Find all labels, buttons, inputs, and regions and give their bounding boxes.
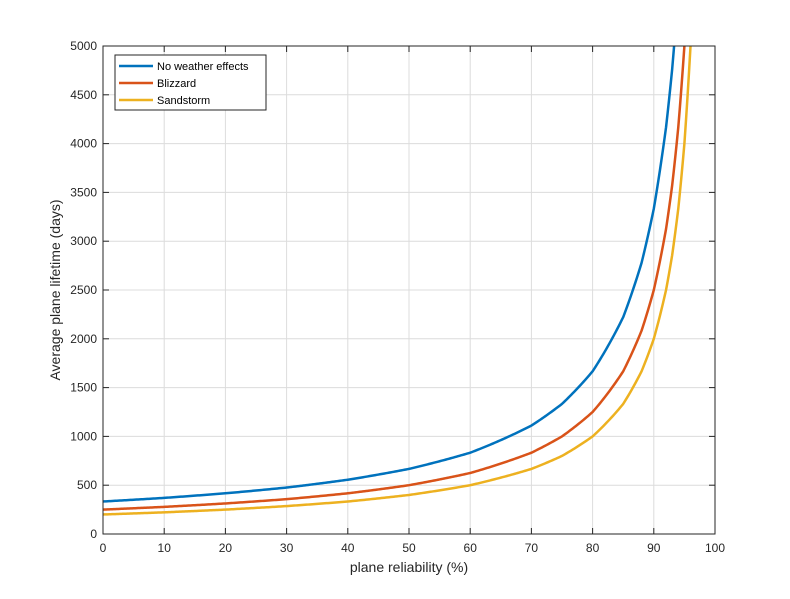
y-tick-label: 4500 [70, 88, 97, 102]
series-line [103, 46, 676, 503]
x-tick-label: 0 [100, 541, 107, 555]
x-tick-label: 100 [705, 541, 725, 555]
y-tick-label: 3000 [70, 234, 97, 248]
legend-label: Blizzard [157, 78, 196, 90]
x-axis-label: plane reliability (%) [350, 559, 468, 575]
series-group [103, 46, 692, 516]
x-tick-label: 70 [525, 541, 539, 555]
x-tick-label: 30 [280, 541, 294, 555]
legend-label: Sandstorm [157, 95, 210, 107]
x-tick-label: 60 [464, 541, 478, 555]
y-tick-label: 3500 [70, 185, 97, 199]
y-tick-label: 0 [90, 527, 97, 541]
x-tick-label: 40 [341, 541, 355, 555]
x-tick-label: 90 [647, 541, 661, 555]
legend-label: No weather effects [157, 61, 249, 73]
y-tick-label: 4000 [70, 137, 97, 151]
axis-ticks: 0 10 20 30 40 50 60 70 80 90 100050010001500200025… [70, 39, 725, 555]
y-tick-label: 5000 [70, 39, 97, 53]
series-line [103, 46, 692, 516]
x-tick-label: 50 [402, 541, 416, 555]
series-line [103, 46, 686, 511]
x-tick-label: 20 [219, 541, 233, 555]
y-tick-label: 1000 [70, 429, 97, 443]
y-tick-label: 1500 [70, 381, 97, 395]
x-tick-label: 80 [586, 541, 600, 555]
x-tick-label: 10 [158, 541, 172, 555]
y-axis-label: Average plane lifetime (days) [47, 199, 63, 380]
y-tick-label: 2000 [70, 332, 97, 346]
legend: No weather effects Blizzard Sandstorm [114, 54, 267, 111]
y-tick-label: 500 [77, 478, 97, 492]
y-tick-label: 2500 [70, 283, 97, 297]
